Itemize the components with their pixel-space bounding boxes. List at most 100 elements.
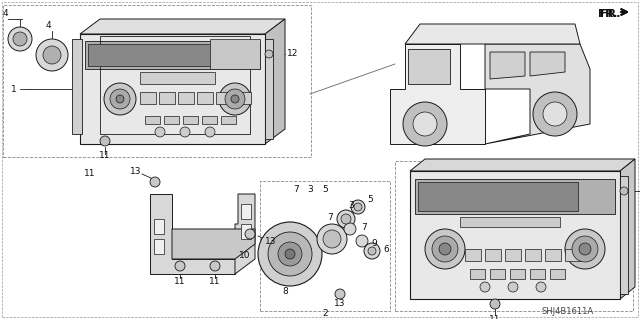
- Polygon shape: [265, 19, 285, 144]
- Circle shape: [219, 83, 251, 115]
- Circle shape: [354, 203, 362, 211]
- Circle shape: [175, 261, 185, 271]
- Text: 1: 1: [11, 85, 17, 93]
- Text: 13: 13: [265, 236, 276, 246]
- Bar: [85, 41, 260, 69]
- Circle shape: [245, 229, 255, 239]
- Bar: [620, 176, 628, 294]
- Circle shape: [620, 187, 628, 195]
- Bar: [216, 92, 232, 104]
- Bar: [510, 269, 525, 279]
- Text: 3: 3: [348, 201, 354, 210]
- Text: 3: 3: [307, 184, 313, 194]
- Text: 10: 10: [239, 251, 251, 261]
- Circle shape: [225, 89, 245, 109]
- Bar: [221, 116, 236, 124]
- Circle shape: [317, 224, 347, 254]
- Circle shape: [337, 210, 355, 228]
- Bar: [159, 92, 175, 104]
- Bar: [418, 182, 578, 211]
- Circle shape: [231, 95, 239, 103]
- Polygon shape: [620, 159, 635, 299]
- Bar: [202, 116, 217, 124]
- Circle shape: [13, 32, 27, 46]
- Bar: [241, 224, 251, 239]
- Circle shape: [356, 235, 368, 247]
- Bar: [210, 39, 260, 69]
- Bar: [550, 269, 565, 279]
- Circle shape: [150, 177, 160, 187]
- Text: 7: 7: [293, 184, 299, 194]
- Bar: [525, 249, 541, 261]
- Bar: [140, 72, 215, 84]
- Bar: [415, 179, 615, 214]
- Text: 11: 11: [99, 152, 111, 160]
- Text: 13: 13: [334, 299, 346, 308]
- Bar: [265, 39, 273, 139]
- Bar: [260, 181, 390, 311]
- Polygon shape: [235, 194, 255, 274]
- Polygon shape: [408, 49, 450, 84]
- Polygon shape: [485, 44, 590, 144]
- Circle shape: [323, 230, 341, 248]
- Text: 2: 2: [322, 309, 328, 318]
- Circle shape: [116, 95, 124, 103]
- Polygon shape: [172, 229, 255, 259]
- Circle shape: [43, 46, 61, 64]
- Circle shape: [155, 127, 165, 137]
- Polygon shape: [530, 52, 565, 76]
- Text: 8: 8: [282, 287, 288, 296]
- Circle shape: [265, 50, 273, 58]
- Bar: [465, 249, 481, 261]
- Circle shape: [480, 282, 490, 292]
- Circle shape: [344, 223, 356, 235]
- Circle shape: [210, 261, 220, 271]
- Bar: [530, 269, 545, 279]
- Text: 4: 4: [45, 21, 51, 31]
- Circle shape: [180, 127, 190, 137]
- Bar: [395, 161, 633, 311]
- Bar: [145, 116, 160, 124]
- Bar: [410, 171, 620, 299]
- Bar: [154, 219, 164, 234]
- Circle shape: [268, 232, 312, 276]
- Circle shape: [572, 236, 598, 262]
- Bar: [88, 44, 213, 66]
- Bar: [235, 92, 251, 104]
- Circle shape: [413, 112, 437, 136]
- Circle shape: [205, 127, 215, 137]
- Circle shape: [8, 27, 32, 51]
- Text: 13: 13: [131, 167, 141, 176]
- Circle shape: [533, 92, 577, 136]
- Circle shape: [351, 200, 365, 214]
- Bar: [470, 269, 485, 279]
- Polygon shape: [490, 52, 525, 79]
- Circle shape: [104, 83, 136, 115]
- Circle shape: [425, 229, 465, 269]
- Circle shape: [565, 229, 605, 269]
- Polygon shape: [405, 24, 580, 44]
- Bar: [485, 249, 501, 261]
- Text: 7: 7: [327, 212, 333, 221]
- Circle shape: [285, 249, 295, 259]
- Polygon shape: [80, 19, 285, 34]
- Circle shape: [341, 214, 351, 224]
- Text: 11: 11: [489, 315, 500, 319]
- Circle shape: [335, 289, 345, 299]
- Circle shape: [432, 236, 458, 262]
- Circle shape: [110, 89, 130, 109]
- Bar: [100, 36, 250, 134]
- Polygon shape: [410, 159, 635, 171]
- Circle shape: [579, 243, 591, 255]
- Bar: [3, 5, 311, 157]
- Text: SHJ4B1611A: SHJ4B1611A: [542, 307, 594, 315]
- Bar: [565, 249, 581, 261]
- Text: 7: 7: [361, 222, 367, 232]
- Bar: [490, 269, 505, 279]
- Text: 4: 4: [2, 10, 8, 19]
- Circle shape: [368, 247, 376, 255]
- Text: 6: 6: [383, 244, 389, 254]
- Text: 9: 9: [371, 239, 377, 248]
- Circle shape: [490, 299, 500, 309]
- Bar: [178, 92, 194, 104]
